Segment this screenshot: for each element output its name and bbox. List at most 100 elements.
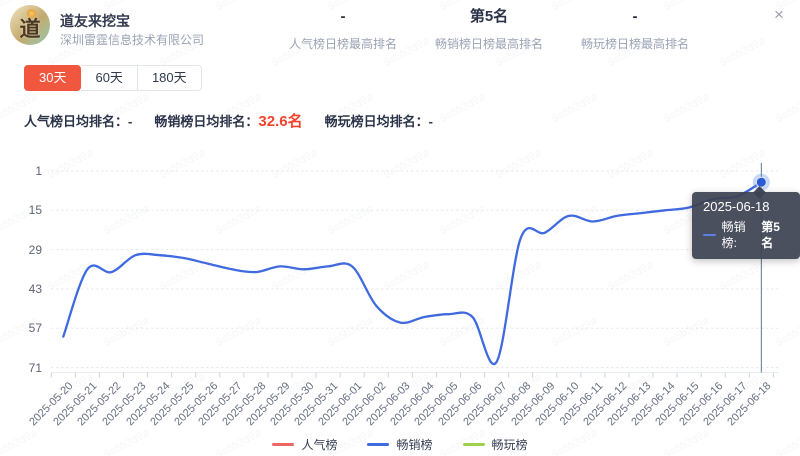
x-tick-label-2025-06-18: 2025-06-18 <box>726 380 774 428</box>
watermark-text: 9a5b3d9a <box>102 315 151 349</box>
x-tick-label-2025-06-09: 2025-06-09 <box>509 380 557 428</box>
watermark-text: 9a5b3d9a <box>718 371 767 405</box>
x-tick-label-2025-06-17: 2025-06-17 <box>701 380 749 428</box>
tooltip-entry: 畅销榜: 第5名 <box>703 219 789 251</box>
x-tick-label-2025-05-20: 2025-05-20 <box>28 380 76 428</box>
y-tick-label-15: 15 <box>8 203 42 217</box>
x-tick-label-2025-05-21: 2025-05-21 <box>52 380 100 428</box>
app-title: 道友来挖宝 <box>60 11 130 31</box>
tab-60天[interactable]: 60天 <box>81 65 137 91</box>
legend-label: 畅销榜 <box>396 436 432 453</box>
watermark-text: 9a5b3d9a <box>774 91 800 125</box>
watermark-text: 9a5b3d9a <box>718 259 767 293</box>
x-tick-label-2025-06-12: 2025-06-12 <box>581 380 629 428</box>
legend-dash <box>367 443 389 446</box>
average-stat-2: 畅玩榜日均排名：- <box>325 114 433 129</box>
tooltip-date: 2025-06-18 <box>703 198 789 215</box>
average-stat-0: 人气榜日均排名：- <box>24 114 132 129</box>
y-tick-label-1: 1 <box>8 164 42 178</box>
legend-item-畅销榜[interactable]: 畅销榜 <box>367 436 432 453</box>
header-stat-label: 畅销榜日榜最高排名 <box>416 35 562 52</box>
tab-30天[interactable]: 30天 <box>24 65 81 91</box>
watermark-text: 9a5b3d9a <box>718 35 767 69</box>
watermark-text: 9a5b3d9a <box>662 315 711 349</box>
watermark-text: 9a5b3d9a <box>494 147 543 181</box>
legend-item-畅玩榜[interactable]: 畅玩榜 <box>463 436 528 453</box>
x-tick-label-2025-06-02: 2025-06-02 <box>340 380 388 428</box>
tooltip-series-name: 畅销榜: <box>722 219 758 251</box>
watermark-text: 9a5b3d9a <box>606 259 655 293</box>
x-tick-label-2025-06-16: 2025-06-16 <box>677 380 725 428</box>
watermark-text: 9a5b3d9a <box>158 147 207 181</box>
watermark-text: 9a5b3d9a <box>662 203 711 237</box>
watermark-text: 9a5b3d9a <box>438 203 487 237</box>
tooltip-series-value: 第5名 <box>761 219 789 251</box>
watermark-text: 9a5b3d9a <box>550 427 599 456</box>
header-stat-label: 人气榜日榜最高排名 <box>270 35 416 52</box>
x-tick-label-2025-06-01: 2025-06-01 <box>316 380 364 428</box>
watermark-text: 9a5b3d9a <box>494 371 543 405</box>
x-tick-label-2025-06-10: 2025-06-10 <box>533 380 581 428</box>
app-company: 深圳雷霆信息技术有限公司 <box>60 31 204 48</box>
watermark-text: 9a5b3d9a <box>382 371 431 405</box>
legend-item-人气榜[interactable]: 人气榜 <box>272 436 337 453</box>
tooltip-arrow <box>753 186 766 199</box>
watermark-text: 9a5b3d9a <box>774 315 800 349</box>
period-tabs: 30天60天180天 <box>24 65 202 91</box>
watermark-text: 9a5b3d9a <box>550 315 599 349</box>
tooltip-series-dash <box>703 234 716 236</box>
x-tick-label-2025-05-31: 2025-05-31 <box>292 380 340 428</box>
header-stat-0: - 人气榜日榜最高排名 <box>270 8 416 52</box>
x-tick-label-2025-06-15: 2025-06-15 <box>653 380 701 428</box>
watermark-text: 9a5b3d9a <box>214 203 263 237</box>
legend-label: 人气榜 <box>301 436 337 453</box>
x-tick-label-2025-06-13: 2025-06-13 <box>605 380 653 428</box>
watermark-text: 9a5b3d9a <box>774 203 800 237</box>
watermark-text: 9a5b3d9a <box>606 147 655 181</box>
average-value: - <box>429 114 433 129</box>
y-tick-label-29: 29 <box>8 243 42 257</box>
x-tick-label-2025-06-06: 2025-06-06 <box>437 380 485 428</box>
y-tick-label-57: 57 <box>8 321 42 335</box>
x-tick-label-2025-06-03: 2025-06-03 <box>364 380 412 428</box>
watermark-text: 9a5b3d9a <box>550 91 599 125</box>
header-stat-value: - <box>562 8 708 26</box>
header-stat-value: - <box>270 8 416 26</box>
watermark-text: 9a5b3d9a <box>102 427 151 456</box>
x-tick-label-2025-05-30: 2025-05-30 <box>268 380 316 428</box>
watermark-text: 9a5b3d9a <box>214 0 263 13</box>
legend-label: 畅玩榜 <box>492 436 528 453</box>
watermark-text: 9a5b3d9a <box>270 259 319 293</box>
watermark-text: 9a5b3d9a <box>0 427 39 456</box>
close-icon[interactable]: × <box>768 4 790 26</box>
watermark-text: 9a5b3d9a <box>158 371 207 405</box>
watermark-text: 9a5b3d9a <box>270 147 319 181</box>
game-rank-panel: 9a5b3d9a9a5b3d9a9a5b3d9a9a5b3d9a9a5b3d9a… <box>0 0 800 456</box>
marker-dot <box>756 177 766 187</box>
header-stat-2: -畅玩榜日榜最高排名 <box>562 8 708 52</box>
x-tick-label-2025-06-05: 2025-06-05 <box>413 380 461 428</box>
x-tick-label-2025-06-08: 2025-06-08 <box>485 380 533 428</box>
watermark-text: 9a5b3d9a <box>326 315 375 349</box>
legend-dash <box>463 443 485 446</box>
header-stat-value: 第5名 <box>416 8 562 26</box>
watermark-text: 9a5b3d9a <box>214 427 263 456</box>
header-stat-1: 第5名畅销榜日榜最高排名 <box>416 8 562 52</box>
app-icon: 道 <box>10 5 50 45</box>
average-label: 畅玩榜日均排名： <box>325 114 429 129</box>
x-tick-label-2025-06-07: 2025-06-07 <box>461 380 509 428</box>
x-tick-label-2025-05-22: 2025-05-22 <box>76 380 124 428</box>
watermark-text: 9a5b3d9a <box>382 147 431 181</box>
tab-180天[interactable]: 180天 <box>138 65 202 91</box>
x-tick-label-2025-06-11: 2025-06-11 <box>558 380 606 428</box>
chart-tooltip: 2025-06-18 畅销榜: 第5名 <box>692 192 800 259</box>
watermark-text: 9a5b3d9a <box>0 203 39 237</box>
average-label: 畅销榜日均排名： <box>154 114 258 129</box>
watermark-text: 9a5b3d9a <box>46 371 95 405</box>
x-tick-label-2025-05-29: 2025-05-29 <box>244 380 292 428</box>
x-tick-label-2025-06-14: 2025-06-14 <box>629 380 677 428</box>
watermark-text: 9a5b3d9a <box>494 259 543 293</box>
header-best-rank-stats: - 人气榜日榜最高排名第5名畅销榜日榜最高排名-畅玩榜日榜最高排名 <box>270 8 710 52</box>
average-value: 32.6名 <box>258 113 302 130</box>
chart-legend: 人气榜 畅销榜 畅玩榜 <box>0 436 800 453</box>
